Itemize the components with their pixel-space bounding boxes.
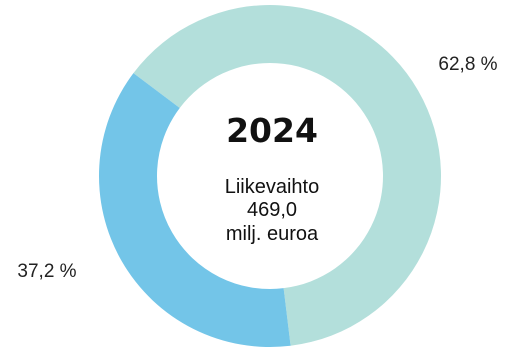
donut-slice-1 — [98, 73, 291, 347]
center-revenue-caption: Liikevaihto — [225, 176, 320, 198]
center-revenue-value: 469,0 — [247, 199, 297, 221]
center-revenue-unit: milj. euroa — [226, 223, 319, 245]
donut-slice-0 — [133, 5, 441, 346]
slice-labels: 62,8 % 37,2 % — [17, 54, 497, 282]
slice-label-0: 62,8 % — [438, 54, 497, 75]
slice-label-1: 37,2 % — [17, 261, 76, 282]
donut-slices — [98, 5, 441, 347]
center-year-label: 2024 — [226, 111, 318, 150]
